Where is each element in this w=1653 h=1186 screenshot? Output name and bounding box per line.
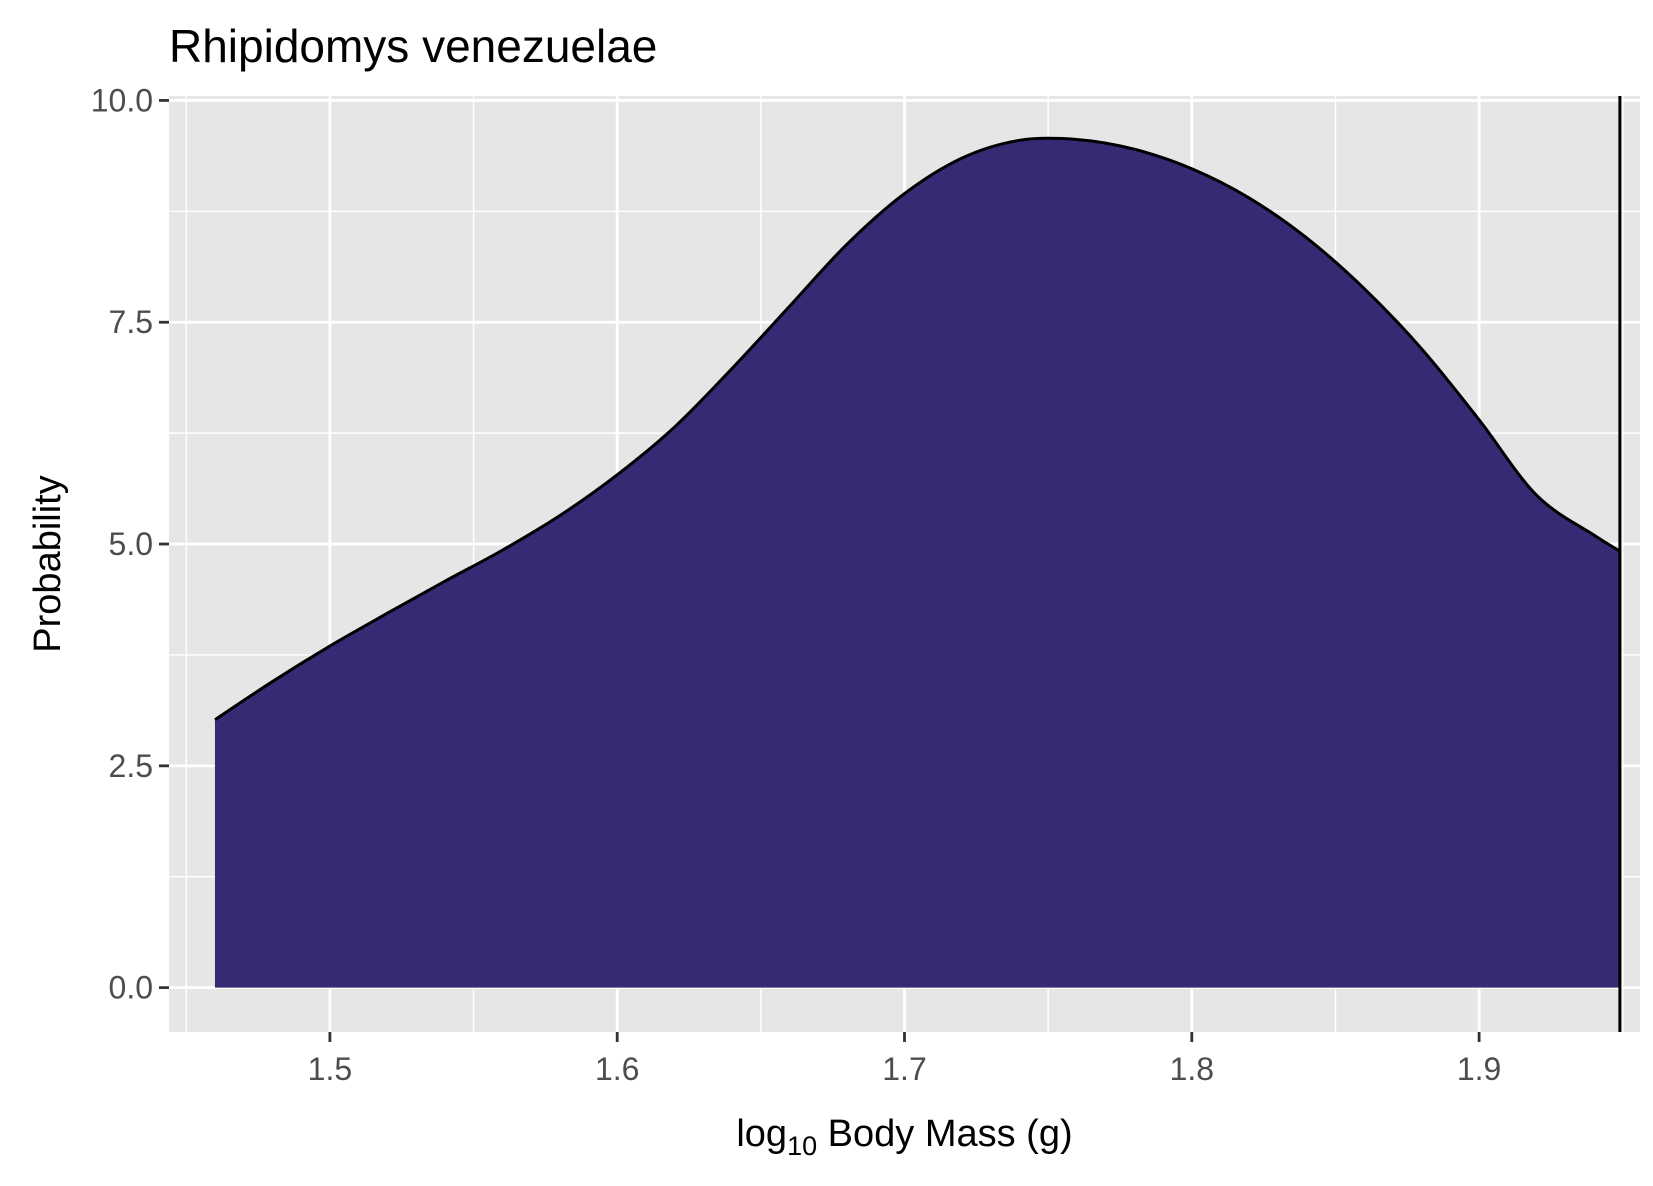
x-axis-title-subscript: 10 [787, 1131, 817, 1161]
density-area [214, 138, 1620, 988]
x-tick-label: 1.5 [308, 1051, 352, 1087]
x-axis-title-prefix: log [736, 1113, 787, 1155]
x-axis: 1.5 1.6 1.7 1.8 1.9 [308, 1032, 1501, 1087]
x-tick-label: 1.8 [1170, 1051, 1214, 1087]
y-tick-label: 5.0 [109, 526, 153, 562]
y-tick-label: 2.5 [109, 748, 153, 784]
chart-title: Rhipidomys venezuelae [169, 20, 657, 72]
density-outline [214, 136, 1621, 721]
y-axis-title: Probability [27, 475, 69, 652]
y-axis: 0.0 2.5 5.0 7.5 10.0 [91, 82, 169, 1006]
y-tick-label: 10.0 [91, 82, 153, 118]
x-tick-label: 1.6 [595, 1051, 639, 1087]
x-axis-title-rest: Body Mass (g) [817, 1113, 1073, 1155]
y-tick-label: 0.0 [109, 970, 153, 1006]
y-tick-label: 7.5 [109, 304, 153, 340]
x-tick-label: 1.9 [1457, 1051, 1501, 1087]
x-tick-label: 1.7 [882, 1051, 926, 1087]
x-axis-title: log10 Body Mass (g) [736, 1113, 1072, 1161]
